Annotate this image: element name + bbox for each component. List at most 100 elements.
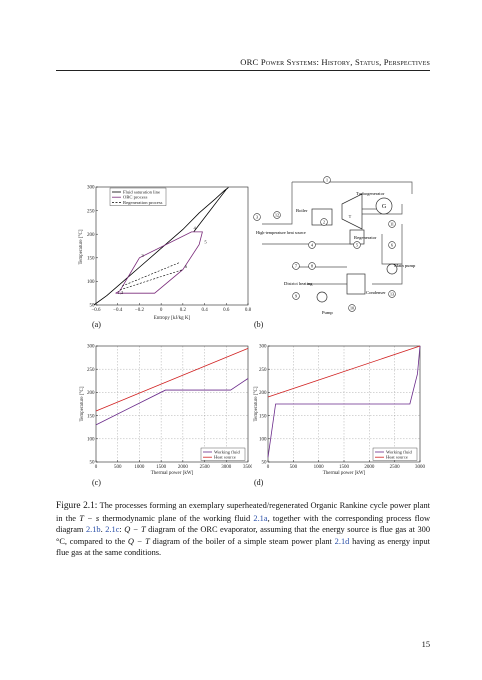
state-node-label: 6: [391, 243, 393, 248]
x-tick-label: 0: [160, 308, 163, 313]
x-tick-label: 0: [95, 465, 98, 470]
turbine-symbol: [341, 193, 363, 230]
y-axis-label: Temperature [°C]: [79, 229, 84, 264]
state-node-label: 5: [356, 243, 358, 248]
caption-text: thermodynamic plane of the working fluid: [99, 513, 254, 523]
regenerator-label: Regenerator: [354, 235, 377, 240]
diagram-process-flow: G T Turbogenerator Boiler High-temperatu…: [253, 176, 416, 315]
chart-ts-diagram: −0.6 −0.4 −0.2 0 0.2 0.4 0.6 0.8 50 100 150 200 250 3…: [79, 186, 252, 321]
state-node-label: 2: [323, 220, 325, 225]
state-node-label: 10: [350, 306, 354, 311]
caption-math: Q − T: [127, 536, 150, 546]
x-axis-label: Thermal power [kW]: [323, 471, 366, 476]
state-node: [353, 241, 361, 249]
x-tick-label: 0.4: [201, 308, 208, 313]
x-tick-label: 500: [290, 465, 298, 470]
figure-ref-link[interactable]: 2.1a: [253, 513, 268, 523]
legend-label: Working fluid: [386, 450, 412, 455]
state-point-label: 5: [204, 240, 207, 245]
caption-text: , together with the corresponding proces…: [56, 513, 430, 535]
state-node: [323, 176, 331, 184]
state-node: [388, 220, 396, 228]
caption-text: having as energy input flue gas at the s…: [56, 536, 431, 558]
legend-label: Fluid saturation line: [123, 190, 160, 195]
y-tick-label: 50: [90, 304, 96, 309]
x-tick-label: 1500: [339, 465, 350, 470]
figure-ref-link[interactable]: 2.1d: [334, 536, 350, 546]
state-point-label: 3: [141, 253, 144, 258]
x-tick-label: 2000: [364, 465, 375, 470]
x-tick-label: 3000: [415, 465, 426, 470]
heat-source-label: High-temperature heat source: [256, 230, 306, 235]
state-node: [292, 262, 300, 270]
state-node-label: 7: [295, 264, 297, 269]
y-tick-label: 300: [87, 186, 95, 191]
y-tick-label: 100: [259, 438, 267, 443]
x-axis-label: Thermal power [kW]: [151, 471, 194, 476]
legend-label: Heat source: [386, 455, 408, 460]
y-tick-label: 250: [87, 209, 95, 214]
page-number: 15: [421, 640, 430, 649]
series-line-1: [267, 345, 421, 398]
x-tick-label: 0.6: [223, 308, 230, 313]
y-tick-label: 150: [87, 414, 95, 419]
x-tick-label: 3500: [243, 465, 252, 470]
y-tick-label: 300: [87, 345, 95, 350]
state-node: [388, 241, 396, 249]
x-tick-label: 1000: [314, 465, 325, 470]
y-tick-label: 150: [87, 257, 95, 262]
y-tick-label: 250: [259, 368, 267, 373]
condenser-label: Condenser: [366, 290, 386, 295]
state-node: [388, 290, 396, 298]
caption-text: .: [100, 525, 106, 535]
caption-figure-label: Figure 2.1:: [56, 501, 98, 511]
x-tick-label: −0.6: [91, 308, 101, 313]
state-node-label: 12: [275, 213, 279, 218]
main-pump-symbol: [386, 263, 398, 275]
x-tick-label: 2500: [390, 465, 401, 470]
y-tick-label: 250: [87, 368, 95, 373]
plot-frame: [95, 186, 249, 306]
y-axis-label: Temperature [°C]: [80, 386, 85, 421]
boiler-label: Boiler: [296, 208, 308, 213]
state-node-label: 9: [295, 294, 297, 299]
chart-qt-steam: 0 500 1000 1500 2000 2500 3000 50 100 150 200 250 30…: [254, 345, 426, 476]
y-tick-label: 100: [87, 280, 95, 285]
x-axis-label: Entropy [kJ/kg K]: [154, 316, 191, 321]
series-line-0: [267, 345, 421, 458]
series-line-regeneration: [119, 269, 183, 291]
pump-symbol: [316, 291, 328, 303]
state-point-label: 1,2: [118, 290, 124, 296]
state-node-label: 13: [390, 292, 394, 297]
pipe: [262, 182, 293, 225]
caption-text: The processes forming an exemplary super…: [56, 501, 431, 523]
caption-math: Q − T: [124, 525, 146, 535]
x-tick-label: −0.4: [113, 308, 123, 313]
panel-label-d: (d): [254, 478, 264, 487]
panel-label-a: (a): [92, 320, 101, 329]
x-tick-label: 3000: [221, 465, 232, 470]
state-point-label: 6: [185, 264, 188, 269]
x-tick-label: 500: [114, 465, 122, 470]
state-node: [348, 304, 356, 312]
x-tick-label: −0.2: [135, 308, 145, 313]
caption-text: :: [119, 525, 125, 535]
state-node-label: 3: [256, 215, 258, 220]
generator-label: G: [382, 204, 387, 210]
state-node: [308, 262, 316, 270]
running-header: ORC Power Systems: History, Status, Pers…: [240, 57, 430, 67]
x-tick-label: 2500: [200, 465, 211, 470]
state-node-label: 4: [311, 243, 313, 248]
figure-ref-link[interactable]: 2.1c: [105, 525, 120, 535]
y-tick-label: 150: [259, 414, 267, 419]
legend-label: Heat source: [214, 455, 236, 460]
chart-qt-orc: 0 500 1000 1500 2000 2500 3000 3500 50 100 150 200 2…: [80, 345, 252, 476]
panel-label-c: (c): [92, 478, 101, 487]
y-tick-label: 50: [262, 461, 268, 466]
y-tick-label: 50: [90, 461, 96, 466]
figure-ref-link[interactable]: 2.1b: [85, 525, 101, 535]
state-node-label: 1: [326, 178, 328, 183]
turbine-label: T: [349, 214, 352, 219]
y-tick-label: 300: [259, 345, 267, 350]
